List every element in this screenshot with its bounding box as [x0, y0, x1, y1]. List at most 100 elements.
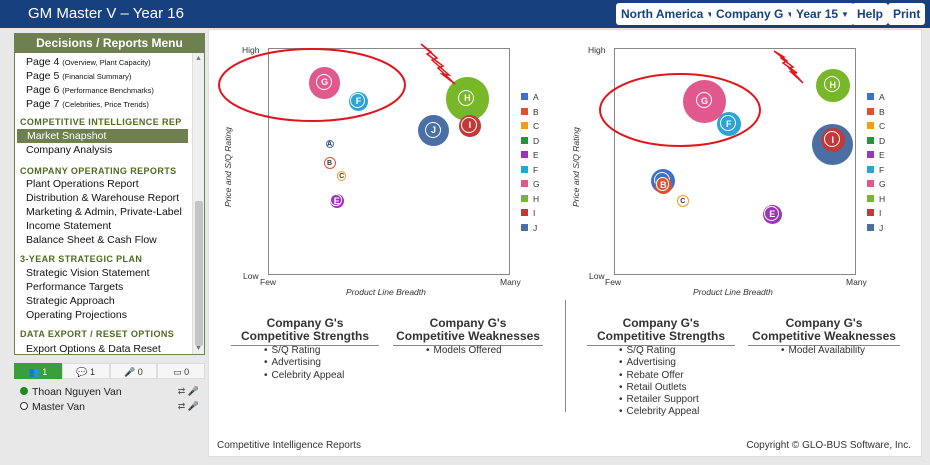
legend-item-g: G [521, 179, 540, 189]
legend-swatch [521, 223, 528, 231]
menu-scrollbar[interactable]: ▲ ▼ [192, 53, 204, 354]
menu-item-performance-targets[interactable]: Performance Targets [26, 281, 124, 293]
legend-swatch [521, 107, 528, 115]
company-dropdown[interactable]: Company G▼ [711, 3, 800, 25]
bubble-label: F [725, 118, 732, 129]
menu-item-distribution[interactable]: Distribution & Warehouse Report [26, 192, 180, 204]
x-axis-label: Product Line Breadth [346, 287, 426, 297]
microphone-icon[interactable]: 🎤 [187, 401, 199, 411]
user-name: Thoan Nguyen Van [32, 386, 122, 398]
legend-swatch [867, 180, 874, 187]
list-item: Advertising [619, 357, 699, 369]
menu-item-balance-sheet[interactable]: Balance Sheet & Cash Flow [26, 234, 157, 246]
menu-item-page-5[interactable]: Page 5 (Financial Summary) [26, 70, 131, 82]
tab-video[interactable]: ▭ 0 [157, 363, 205, 379]
list-item: Celebrity Appeal [619, 406, 700, 418]
menu-item-company-analysis[interactable]: Company Analysis [26, 144, 113, 156]
menu-item-page-6[interactable]: Page 6 (Performance Benchmarks) [26, 84, 154, 96]
bubble-label-ring [424, 121, 441, 138]
legend-label: J [879, 222, 884, 233]
menu-item-income-statement[interactable]: Income Statement [26, 220, 112, 232]
tab-microphone[interactable]: 🎤 0 [109, 363, 158, 379]
video-icon: ▭ [173, 367, 182, 377]
year-dropdown[interactable]: Year 15 ▼ [791, 3, 854, 25]
transfer-icon[interactable]: ⇄ [177, 401, 186, 411]
legend-item-f: F [521, 165, 538, 175]
bubble-label: G [321, 77, 329, 88]
bubble-label: H [464, 93, 471, 104]
menu-item-marketing-admin[interactable]: Marketing & Admin, Private-Label [26, 206, 182, 218]
user-row[interactable]: Master Van ⇄ 🎤 [20, 401, 205, 413]
bubble-label: I [831, 134, 835, 145]
menu-item-sub: (Financial Summary) [62, 72, 132, 81]
region-label: North America [621, 7, 704, 21]
weaknesses-list-left: Models Offered [426, 345, 502, 357]
footer-copyright: Copyright © GLO-BUS Software, Inc. [746, 440, 911, 451]
scroll-up-icon[interactable]: ▲ [195, 55, 202, 62]
legend-item-f: F [867, 165, 884, 175]
bubble-company-f: F [348, 91, 369, 111]
bubble-company-i: I [459, 115, 481, 137]
legend-swatch [521, 194, 528, 202]
legend-swatch [867, 209, 874, 216]
print-button[interactable]: Print [888, 3, 926, 25]
legend-label: D [533, 135, 540, 146]
menu-item-strategic-approach[interactable]: Strategic Approach [26, 295, 115, 307]
menu-item-strategic-vision[interactable]: Strategic Vision Statement [26, 267, 150, 279]
chevron-down-icon: ▼ [786, 10, 794, 19]
microphone-icon[interactable]: 🎤 [187, 386, 199, 396]
y-tick-low: Low [243, 271, 259, 281]
menu-item-market-snapshot[interactable]: Market Snapshot [17, 129, 188, 143]
scroll-down-icon[interactable]: ▼ [195, 345, 202, 352]
heading-line: Company G's [785, 316, 863, 330]
legend-item-j: J [521, 223, 537, 233]
transfer-icon[interactable]: ⇄ [177, 386, 186, 396]
section-heading-operating: COMPANY OPERATING REPORTS [20, 166, 177, 176]
legend-label: D [879, 135, 886, 146]
bubble-label: C [339, 173, 345, 181]
decisions-reports-menu: Decisions / Reports Menu Page 4 (Overvie… [14, 33, 205, 355]
list-item: S/Q Rating [264, 345, 344, 357]
legend-label: F [533, 164, 539, 175]
tab-chat[interactable]: 💬 1 [61, 363, 110, 379]
users-icon: 👥 [28, 367, 40, 377]
help-button[interactable]: Help [852, 3, 889, 25]
menu-item-page-7[interactable]: Page 7 (Celebrities, Price Trends) [26, 98, 149, 110]
strengths-list-right: S/Q Rating Advertising Rebate Offer Reta… [619, 345, 700, 419]
x-tick-few: Few [260, 277, 277, 287]
menu-item-export-options[interactable]: Export Options & Data Reset [26, 343, 161, 354]
strengths-heading-right: Company G's Competitive Strengths [587, 317, 735, 346]
bubble-company-b: B [655, 176, 672, 194]
y-axis-label: Price and S/Q Rating [223, 127, 233, 207]
column-divider [565, 300, 566, 412]
x-tick-few: Few [605, 277, 622, 287]
bubble-company-e: E [762, 205, 782, 225]
legend-swatch [867, 194, 874, 202]
legend-item-b: B [867, 107, 885, 117]
bubble-label: B [660, 179, 667, 190]
menu-list: Page 4 (Overview, Plant Capacity) Page 5… [15, 53, 191, 354]
bubble-company-h: H [445, 77, 490, 121]
tab-users[interactable]: 👥 1 [14, 363, 62, 379]
bubble-label-ring [329, 194, 342, 206]
bubble-label-ring [460, 117, 477, 134]
heading-line: Company G's [429, 316, 507, 330]
legend-swatch [521, 93, 528, 100]
bubble-company-i: I [820, 127, 845, 152]
legend-swatch [867, 165, 874, 173]
menu-item-label: Page 6 [26, 84, 60, 96]
region-dropdown[interactable]: North America▼ [616, 3, 720, 25]
menu-item-page-4[interactable]: Page 4 (Overview, Plant Capacity) [26, 56, 151, 68]
chevron-down-icon: ▼ [706, 10, 714, 19]
user-row[interactable]: Thoan Nguyen Van ⇄ 🎤 [20, 386, 205, 398]
bubble-label: F [355, 95, 362, 106]
menu-item-plant-operations[interactable]: Plant Operations Report [26, 178, 139, 190]
legend-swatch [867, 93, 874, 100]
legend-item-e: E [867, 150, 885, 160]
scroll-thumb[interactable] [195, 201, 203, 346]
legend-item-h: H [867, 194, 885, 204]
menu-item-operating-projections[interactable]: Operating Projections [26, 309, 127, 321]
x-axis-label: Product Line Breadth [693, 287, 773, 297]
list-item: S/Q Rating [619, 345, 699, 357]
